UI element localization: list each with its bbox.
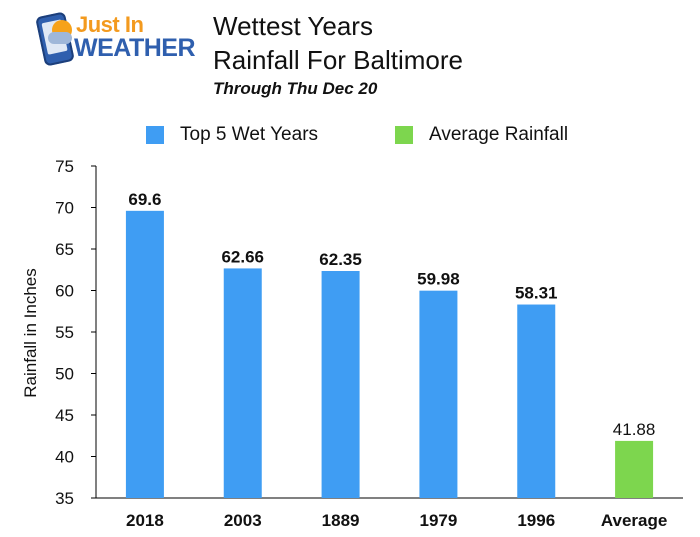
logo: Just In WEATHER bbox=[35, 11, 200, 67]
bar-1996 bbox=[517, 304, 556, 498]
x-tick-label: 1889 bbox=[322, 511, 360, 530]
bar-1889 bbox=[321, 270, 360, 498]
bar-2003 bbox=[223, 268, 262, 498]
y-tick-label: 65 bbox=[55, 240, 74, 259]
y-tick-label: 35 bbox=[55, 489, 74, 508]
legend-swatch-average bbox=[395, 126, 413, 144]
legend: Top 5 Wet Years Average Rainfall bbox=[0, 124, 700, 146]
chart-subtitle: Through Thu Dec 20 bbox=[213, 79, 378, 98]
y-tick-label: 40 bbox=[55, 448, 74, 467]
x-tick-label: 1996 bbox=[517, 511, 555, 530]
x-tick-label: 2003 bbox=[224, 511, 262, 530]
y-tick-label: 55 bbox=[55, 323, 74, 342]
chart-title-line2: Rainfall For Baltimore bbox=[213, 45, 463, 75]
data-label-2018: 69.6 bbox=[128, 190, 161, 209]
y-tick-label: 75 bbox=[55, 157, 74, 176]
bar-average bbox=[615, 440, 654, 498]
legend-item-top5: Top 5 Wet Years bbox=[146, 124, 318, 146]
y-tick-label: 70 bbox=[55, 199, 74, 218]
legend-item-average: Average Rainfall bbox=[395, 124, 568, 146]
x-tick-label: 2018 bbox=[126, 511, 164, 530]
cloud-icon bbox=[48, 32, 72, 44]
y-tick-label: 60 bbox=[55, 282, 74, 301]
data-label-2003: 62.66 bbox=[221, 247, 264, 266]
x-tick-label: Average bbox=[601, 511, 667, 530]
logo-text-top: Just In bbox=[76, 12, 144, 37]
data-label-1889: 62.35 bbox=[319, 250, 362, 269]
data-label-1996: 58.31 bbox=[515, 284, 558, 303]
legend-label-average: Average Rainfall bbox=[429, 124, 569, 145]
y-tick-label: 45 bbox=[55, 406, 74, 425]
legend-label-top5: Top 5 Wet Years bbox=[180, 124, 319, 145]
data-label-average: 41.88 bbox=[613, 420, 656, 439]
logo-text-bottom: WEATHER bbox=[74, 34, 196, 62]
x-tick-label: 1979 bbox=[420, 511, 458, 530]
y-tick-label: 50 bbox=[55, 365, 74, 384]
bar-1979 bbox=[419, 290, 458, 498]
bar-2018 bbox=[125, 210, 164, 498]
data-label-1979: 59.98 bbox=[417, 270, 460, 289]
legend-swatch-top5 bbox=[146, 126, 164, 144]
chart-title: Wettest Years bbox=[213, 11, 373, 41]
